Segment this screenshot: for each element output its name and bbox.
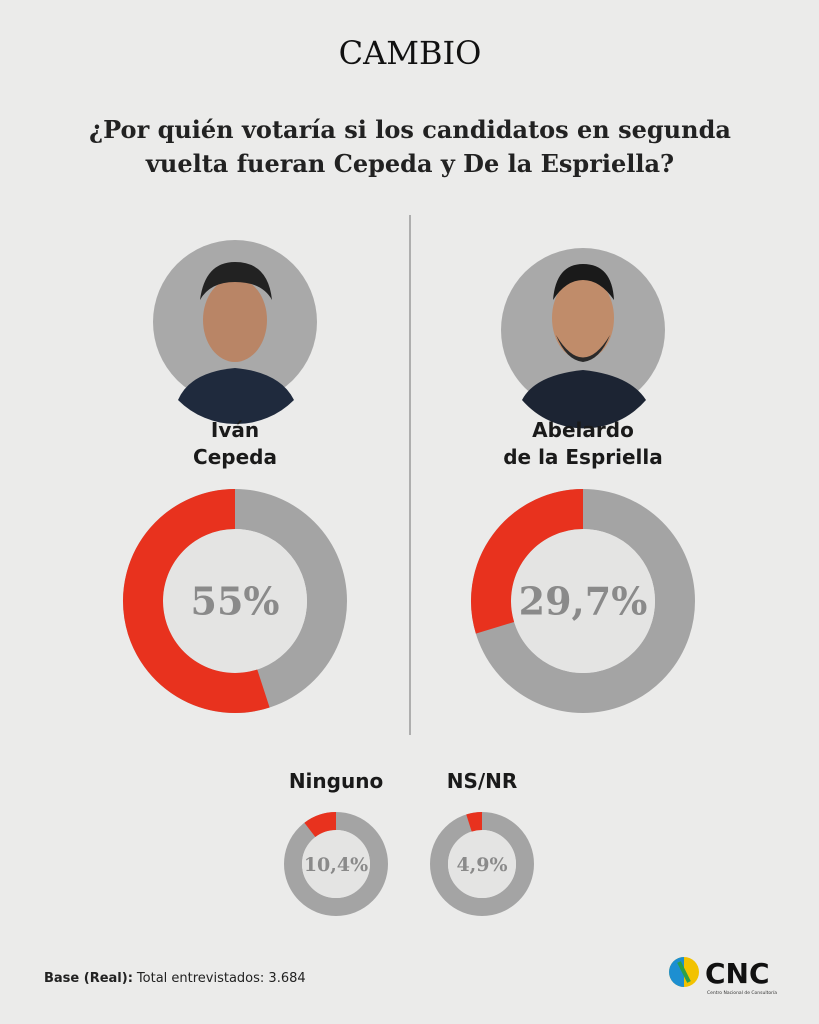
logo-mark <box>669 957 699 987</box>
logo-text: CNC <box>705 957 770 990</box>
donut-title: Abelardo <box>532 418 634 442</box>
logo-subtitle: Centro Nacional de Consultoría <box>707 989 777 996</box>
donut-title: Cepeda <box>193 445 277 469</box>
portrait <box>153 240 317 425</box>
donut-segment <box>123 489 270 713</box>
donut-title: NS/NR <box>447 769 518 793</box>
brand: CAMBIO <box>339 34 482 72</box>
donut-center <box>448 830 516 898</box>
question-line: ¿Por quién votaría si los candidatos en … <box>89 115 731 144</box>
value-label: 4,9% <box>456 854 507 876</box>
footnote-label: Base (Real): <box>44 971 133 986</box>
footnote-text: Total entrevistados: 3.684 <box>136 971 306 986</box>
question-line: vuelta fueran Cepeda y De la Espriella? <box>145 149 674 178</box>
portrait <box>501 248 665 429</box>
donut-segment <box>304 812 337 838</box>
donut-center <box>163 529 307 673</box>
donut-title: de la Espriella <box>503 445 663 469</box>
donut-title: Ninguno <box>289 769 383 793</box>
value-label: 55% <box>191 579 280 624</box>
donut-segment <box>471 489 584 634</box>
footnote: Base (Real): Total entrevistados: 3.684 <box>44 971 306 986</box>
donut-title: Iván <box>211 418 259 442</box>
value-label: 10,4% <box>304 854 368 876</box>
donut-center <box>511 529 655 673</box>
value-label: 29,7% <box>519 579 648 624</box>
donut-center <box>302 830 370 898</box>
donut-segment <box>466 812 483 832</box>
